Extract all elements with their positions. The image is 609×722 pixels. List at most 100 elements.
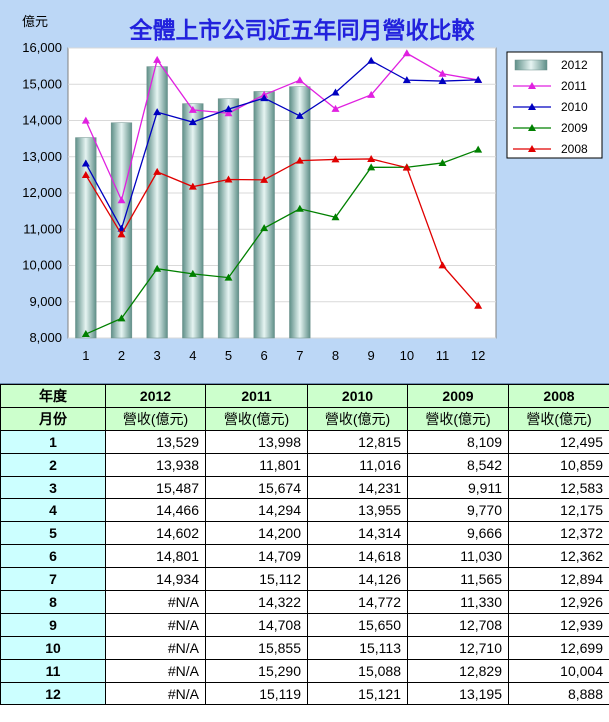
x-tick-label: 11 bbox=[436, 348, 450, 363]
value-cell: 12,829 bbox=[407, 658, 509, 683]
x-tick-label: 12 bbox=[471, 348, 485, 363]
chart-title: 全體上市公司近五年同月營收比較 bbox=[129, 17, 476, 44]
value-cell: 10,004 bbox=[508, 658, 609, 683]
point-2009 bbox=[331, 213, 340, 221]
year-header: 年度 bbox=[0, 384, 106, 408]
value-cell: 12,926 bbox=[508, 590, 609, 614]
point-2010 bbox=[81, 159, 90, 167]
x-tick-label: 3 bbox=[154, 348, 161, 363]
point-2008 bbox=[260, 175, 269, 183]
month-cell: 8 bbox=[0, 590, 106, 614]
value-cell: 15,112 bbox=[205, 567, 308, 592]
legend-marker bbox=[528, 145, 536, 152]
value-cell: 15,650 bbox=[307, 612, 408, 637]
value-cell: 9,911 bbox=[407, 475, 509, 500]
month-cell: 5 bbox=[0, 521, 106, 546]
point-2008 bbox=[331, 155, 340, 163]
bar-2012 bbox=[253, 91, 275, 339]
chart-svg: 億元 全體上市公司近五年同月營收比較 8,000 9,000 10,000 11,00… bbox=[22, 14, 603, 363]
bar-2012 bbox=[217, 98, 240, 339]
y-tick-label: 11,000 bbox=[23, 221, 62, 236]
bar-2012 bbox=[289, 86, 311, 339]
gridlines bbox=[68, 47, 496, 339]
legend-label: 2012 bbox=[561, 58, 588, 72]
month-cell: 7 bbox=[0, 567, 106, 592]
bar-2012 bbox=[182, 103, 204, 339]
point-2010 bbox=[474, 75, 483, 83]
table-row: 6 14,801 14,709 14,618 11,030 12,362 bbox=[0, 544, 609, 569]
value-cell: 13,938 bbox=[105, 452, 206, 477]
value-cell: 14,314 bbox=[307, 521, 408, 546]
x-tick-label: 6 bbox=[261, 348, 268, 363]
value-cell: 14,322 bbox=[205, 590, 308, 614]
value-cell: 14,709 bbox=[205, 544, 308, 569]
point-2008 bbox=[81, 171, 90, 179]
table-row: 1 13,529 13,998 12,815 8,109 12,495 bbox=[0, 429, 609, 454]
value-cell: 14,231 bbox=[307, 475, 408, 500]
value-cell: 15,487 bbox=[105, 475, 206, 500]
month-cell: 9 bbox=[0, 612, 106, 637]
value-cell: #N/A bbox=[105, 635, 206, 660]
month-cell: 3 bbox=[0, 475, 106, 500]
table-row: 12 #N/A 15,119 15,121 13,195 8,888 bbox=[0, 681, 609, 706]
table-row: 5 14,602 14,200 14,314 9,666 12,372 bbox=[0, 521, 609, 546]
x-tick-label: 7 bbox=[296, 348, 303, 363]
value-cell: 15,088 bbox=[307, 658, 408, 683]
value-cell: 12,362 bbox=[508, 544, 609, 569]
value-cell: 15,113 bbox=[307, 635, 408, 660]
value-cell: 14,602 bbox=[105, 521, 206, 546]
point-2010 bbox=[224, 105, 233, 113]
x-axis: 1 2 3 4 5 6 7 8 9 10 11 12 bbox=[82, 348, 485, 363]
value-cell: 14,772 bbox=[307, 590, 408, 614]
point-2010 bbox=[402, 76, 411, 84]
point-2011 bbox=[224, 109, 233, 117]
value-cell: 11,030 bbox=[407, 544, 509, 569]
value-cell: 14,934 bbox=[105, 567, 206, 592]
point-2008 bbox=[474, 301, 483, 309]
point-2011 bbox=[188, 105, 197, 113]
value-cell: 12,495 bbox=[508, 429, 609, 454]
point-2009 bbox=[260, 224, 269, 232]
legend-label: 2010 bbox=[561, 100, 588, 114]
y-tick-label: 10,000 bbox=[22, 258, 62, 273]
table-row: 11 #N/A 15,290 15,088 12,829 10,004 bbox=[0, 658, 609, 683]
value-cell: 12,372 bbox=[508, 521, 609, 546]
point-2008 bbox=[153, 167, 162, 175]
value-cell: 15,121 bbox=[307, 681, 408, 706]
month-cell: 10 bbox=[0, 635, 106, 660]
y-tick-label: 8,000 bbox=[29, 330, 62, 345]
point-2009 bbox=[474, 145, 483, 153]
x-tick-label: 2 bbox=[118, 348, 125, 363]
table-row: 9 #N/A 14,708 15,650 12,708 12,939 bbox=[0, 612, 609, 637]
y-tick-label: 12,000 bbox=[22, 185, 62, 200]
chart-area: 億元 全體上市公司近五年同月營收比較 8,000 9,000 10,000 11,00… bbox=[0, 0, 609, 384]
value-cell: 14,466 bbox=[105, 498, 206, 523]
point-2011 bbox=[81, 116, 90, 124]
unit-header: 營收(億元) bbox=[105, 406, 206, 431]
unit-header: 營收(億元) bbox=[508, 406, 609, 431]
value-cell: #N/A bbox=[105, 612, 206, 637]
value-cell: 14,801 bbox=[105, 544, 206, 569]
line-2010 bbox=[85, 59, 479, 231]
value-cell: 9,666 bbox=[407, 521, 509, 546]
y-tick-label: 15,000 bbox=[22, 76, 62, 91]
table-subheader-row: 月份 營收(億元) 營收(億元) 營收(億元) 營收(億元) 營收(億元) bbox=[0, 406, 609, 431]
legend-label: 2009 bbox=[561, 121, 588, 135]
year-2008-header: 2008 bbox=[508, 384, 609, 408]
point-2008 bbox=[367, 154, 376, 162]
value-cell: #N/A bbox=[105, 681, 206, 706]
legend-label: 2008 bbox=[561, 142, 588, 156]
line-2009 bbox=[85, 149, 479, 335]
year-2009-header: 2009 bbox=[407, 384, 509, 408]
value-cell: #N/A bbox=[105, 658, 206, 683]
point-2009 bbox=[117, 314, 126, 322]
legend-label: 2011 bbox=[561, 79, 587, 93]
month-cell: 12 bbox=[0, 681, 106, 706]
table-header-row: 年度 2012 2011 2010 2009 2008 bbox=[0, 384, 609, 408]
legend-marker bbox=[528, 124, 536, 131]
line-2008 bbox=[85, 158, 479, 307]
value-cell: 9,770 bbox=[407, 498, 509, 523]
value-cell: 12,815 bbox=[307, 429, 408, 454]
value-cell: #N/A bbox=[105, 590, 206, 614]
y-axis-unit-label: 億元 bbox=[22, 14, 48, 29]
